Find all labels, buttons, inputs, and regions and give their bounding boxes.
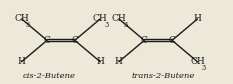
Text: H: H: [18, 57, 25, 66]
Text: CH: CH: [14, 14, 29, 23]
Text: CH: CH: [190, 57, 205, 66]
Text: trans-2-Butene: trans-2-Butene: [131, 72, 195, 80]
Text: 3: 3: [123, 21, 127, 29]
Text: C: C: [169, 36, 175, 45]
Text: C: C: [44, 36, 51, 45]
Text: 3: 3: [26, 21, 30, 29]
Text: 3: 3: [202, 64, 206, 72]
Text: C: C: [71, 36, 78, 45]
Text: cis-2-Butene: cis-2-Butene: [23, 72, 76, 80]
Text: C: C: [141, 36, 148, 45]
Text: H: H: [115, 57, 123, 66]
Text: 3: 3: [105, 21, 109, 29]
Text: CH: CH: [93, 14, 108, 23]
Text: CH: CH: [111, 14, 126, 23]
Text: H: H: [194, 14, 202, 23]
Text: H: H: [96, 57, 104, 66]
